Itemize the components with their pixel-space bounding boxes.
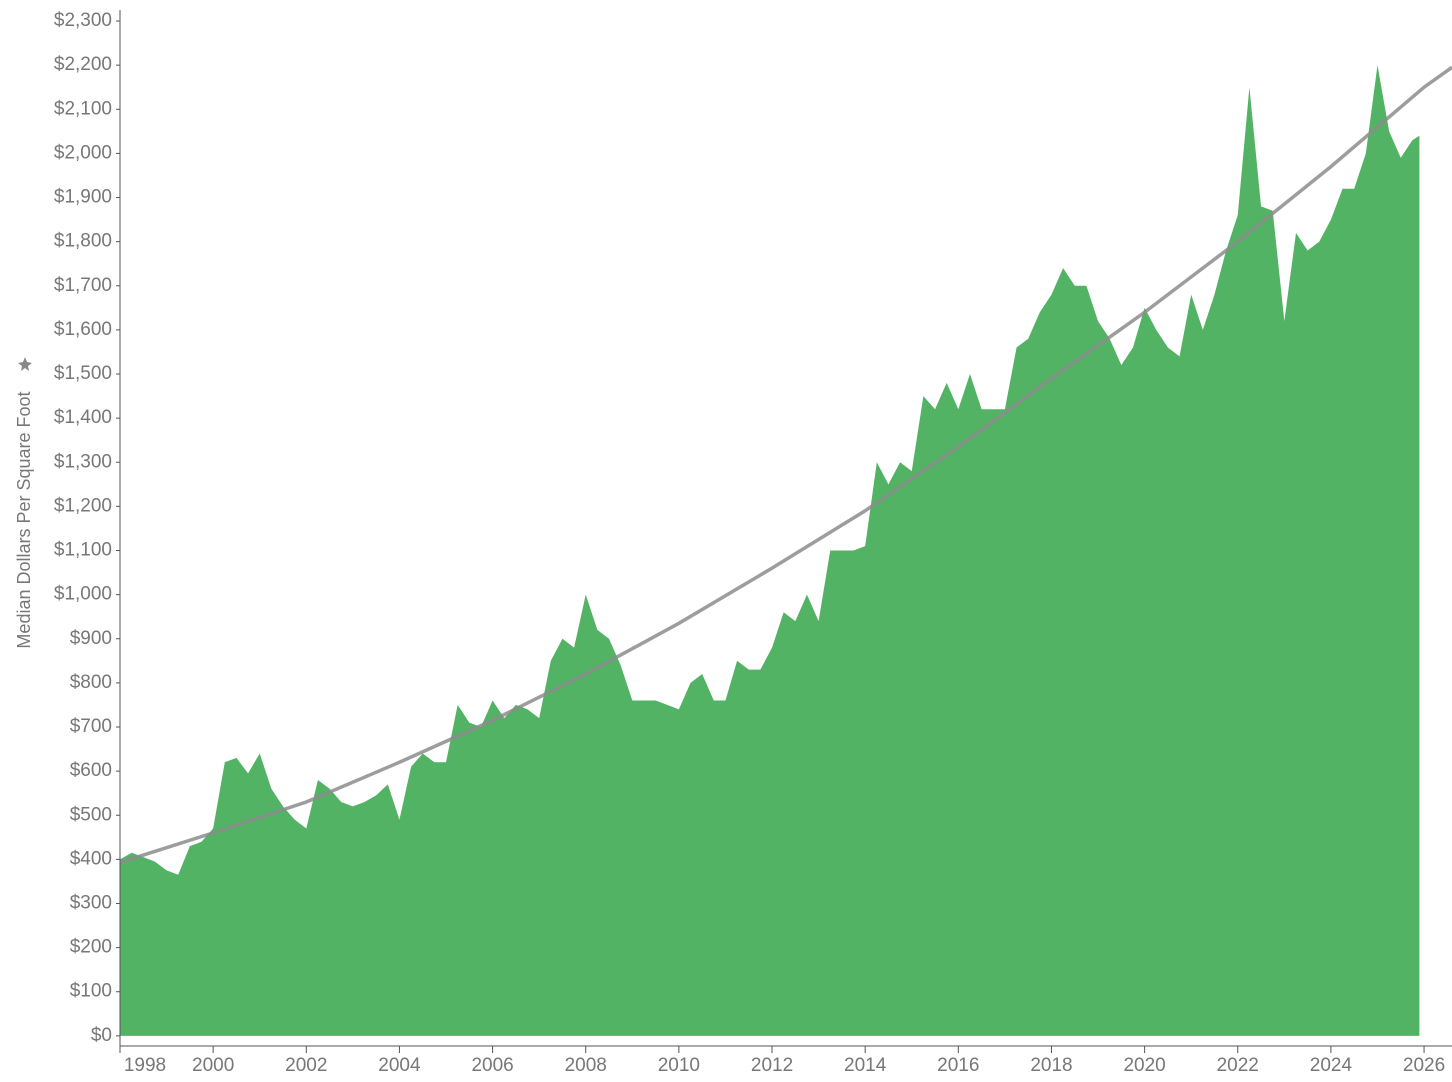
- y-tick-label: $500: [70, 804, 112, 825]
- y-tick-label: $200: [70, 937, 112, 958]
- trend-line: [119, 65, 1452, 865]
- y-tick-label: $1,100: [54, 540, 112, 561]
- x-tick-label: 1998: [124, 1055, 166, 1076]
- y-tick-label: $2,100: [54, 98, 112, 119]
- y-tick-label: $1,400: [54, 407, 112, 428]
- y-tick-label: $400: [70, 848, 112, 869]
- x-tick-label: 2006: [471, 1055, 513, 1076]
- x-tick-label: 2020: [1123, 1055, 1165, 1076]
- y-tick-label: $2,000: [54, 142, 112, 163]
- area: [120, 65, 1420, 1036]
- x-tick-label: 2014: [844, 1055, 887, 1076]
- y-tick-label: $1,700: [54, 275, 112, 296]
- y-tick-label: $900: [70, 628, 112, 649]
- y-tick-label: $600: [70, 760, 112, 781]
- y-tick-label: $1,500: [54, 363, 112, 384]
- x-tick-label: 2012: [751, 1055, 793, 1076]
- x-tick-label: 2002: [285, 1055, 327, 1076]
- y-axis-label: Median Dollars Per Square Foot: [14, 391, 34, 648]
- y-tick-label: $1,000: [54, 584, 112, 605]
- y-tick-label: $1,900: [54, 187, 112, 208]
- y-tick-label: $1,600: [54, 319, 112, 340]
- y-tick-label: $1,200: [54, 495, 112, 516]
- y-label-icon: [18, 357, 32, 371]
- x-tick-label: 2024: [1310, 1055, 1353, 1076]
- x-tick-label: 2022: [1217, 1055, 1259, 1076]
- x-tick-label: 2008: [565, 1055, 607, 1076]
- x-tick-label: 2000: [192, 1055, 234, 1076]
- y-tick-label: $300: [70, 892, 112, 913]
- y-tick-label: $100: [70, 981, 112, 1002]
- y-tick-label: $800: [70, 672, 112, 693]
- y-tick-label: $2,200: [54, 54, 112, 75]
- y-tick-label: $0: [91, 1025, 112, 1046]
- x-tick-label: 2018: [1030, 1055, 1072, 1076]
- y-tick-label: $2,300: [54, 10, 112, 31]
- x-tick-label: 2016: [937, 1055, 979, 1076]
- y-tick-label: $700: [70, 716, 112, 737]
- x-tick-label: 2026: [1403, 1055, 1445, 1076]
- x-tick-label: 2004: [378, 1055, 421, 1076]
- y-tick-label: $1,300: [54, 451, 112, 472]
- y-tick-label: $1,800: [54, 231, 112, 252]
- x-tick-label: 2010: [658, 1055, 700, 1076]
